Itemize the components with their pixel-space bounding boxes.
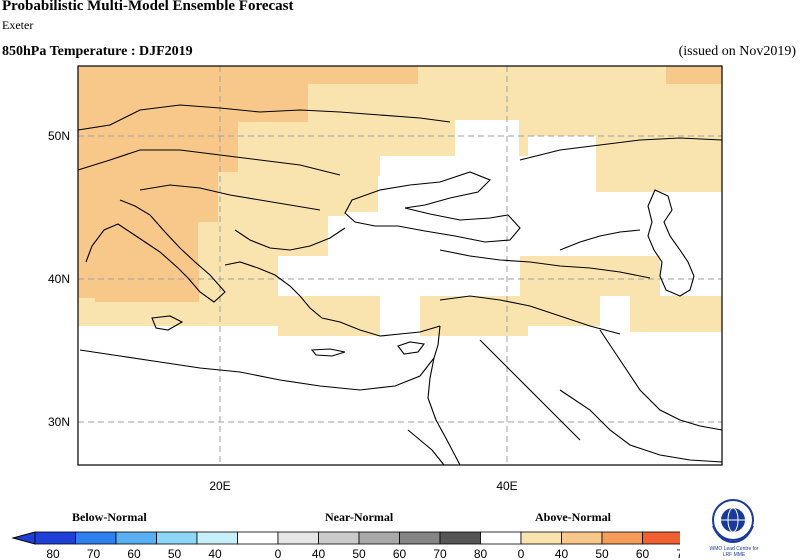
black-sea <box>344 171 521 243</box>
border-kazakh <box>519 137 723 161</box>
crete <box>310 348 346 357</box>
color-legend: 80706050400405060708004050607080[%] <box>11 531 680 560</box>
probability-cell <box>78 66 308 122</box>
red-sea-coast <box>407 429 445 466</box>
legend-swatch <box>439 531 481 545</box>
gulf-south <box>559 389 723 463</box>
legend-tick-label: 60 <box>393 547 407 560</box>
legend-tick-label: 50 <box>595 547 609 560</box>
legend-swatch <box>480 531 522 545</box>
legend-tick-label: 70 <box>87 547 101 560</box>
legend-swatch <box>115 531 157 545</box>
page-title: Probabilistic Multi-Model Ensemble Forec… <box>2 0 294 14</box>
border-south <box>234 227 346 251</box>
legend-tick-label: 70 <box>433 547 447 560</box>
probability-cell <box>600 256 660 296</box>
logo-caption-line-2: LRF MME <box>722 552 746 558</box>
legend-near-normal: Near-Normal <box>325 510 394 524</box>
legend-swatch <box>156 531 198 545</box>
probability-cell <box>596 136 722 192</box>
border-balkan <box>139 184 321 211</box>
legend-tick-label: 60 <box>127 547 141 560</box>
probability-cell <box>420 336 720 465</box>
legend-tick-label: 0 <box>518 547 525 560</box>
mediterranean-coast <box>79 349 435 391</box>
legend-tick-label: 50 <box>352 547 366 560</box>
levant-coast <box>427 325 461 466</box>
legend-swatch <box>237 531 279 545</box>
probability-cell <box>78 122 238 172</box>
probability-cell <box>666 66 722 84</box>
legend-swatch <box>520 531 562 545</box>
coastlines <box>77 104 723 466</box>
legend-swatch <box>561 531 603 545</box>
legend-arrow-left <box>11 531 36 545</box>
border-saudi <box>479 339 581 441</box>
legend-below-normal: Below-Normal <box>72 510 147 524</box>
border-central <box>77 149 341 176</box>
legend-swatch <box>34 531 76 545</box>
sicily <box>151 315 184 331</box>
probability-cells <box>78 66 722 465</box>
aegean-coast <box>224 261 441 337</box>
persian-gulf <box>599 329 723 431</box>
wmo-emblem-icon <box>712 499 754 544</box>
probability-cell <box>78 262 95 298</box>
border-turkey-iran <box>439 249 651 279</box>
legend-swatch <box>196 531 238 545</box>
logo-caption-line-1: WMO Lead Centre for <box>709 546 759 552</box>
legend-tick-label: 40 <box>208 547 222 560</box>
product-label: 850hPa Temperature : DJF2019 <box>2 44 193 59</box>
probability-cell <box>380 156 596 212</box>
border-north <box>77 104 451 131</box>
map-grid <box>78 66 722 465</box>
legend-above-normal: Above-Normal <box>535 510 611 524</box>
adriatic-coast <box>85 199 226 303</box>
legend-tick-label: 80 <box>474 547 488 560</box>
logo-caption: WMO Lead Centre for LRF MME <box>686 546 782 558</box>
probability-cell <box>630 296 722 332</box>
lat-label-40n: 40N <box>48 272 70 286</box>
legend-swatch <box>277 531 319 545</box>
legend-swatch <box>399 531 441 545</box>
border-caucasus <box>559 229 641 251</box>
page-subtitle: Exeter <box>2 18 34 32</box>
legend-tick-label: 50 <box>168 547 182 560</box>
border-syria-iraq <box>439 295 621 335</box>
legend-tick-label: 40 <box>312 547 326 560</box>
legend-tick-label: 0 <box>275 547 282 560</box>
legend-tick-label: 60 <box>636 547 650 560</box>
probability-cell <box>345 212 645 256</box>
legend-swatch <box>642 531 680 545</box>
forecast-map: 50N 40N 30N 20E 40E <box>48 65 723 493</box>
legend-swatch <box>318 531 360 545</box>
lon-label-40e: 40E <box>496 479 517 493</box>
probability-cell <box>308 66 418 84</box>
lon-label-20e: 20E <box>209 479 230 493</box>
probability-cell <box>95 262 199 302</box>
legend-tick-label: 70 <box>676 547 680 560</box>
legend-swatch <box>601 531 643 545</box>
issued-label: (issued on Nov2019) <box>678 44 796 59</box>
legend-tick-label: 80 <box>46 547 60 560</box>
probability-cell <box>78 172 218 222</box>
lat-label-30n: 30N <box>48 415 70 429</box>
lat-label-50n: 50N <box>48 129 70 143</box>
caspian-sea <box>647 189 695 297</box>
probability-cell <box>380 296 420 336</box>
cyprus <box>397 341 425 355</box>
map-frame <box>77 65 723 466</box>
legend-swatch <box>75 531 117 545</box>
probability-cell <box>78 222 198 262</box>
legend-tick-label: 40 <box>555 547 569 560</box>
legend-swatch <box>358 531 400 545</box>
